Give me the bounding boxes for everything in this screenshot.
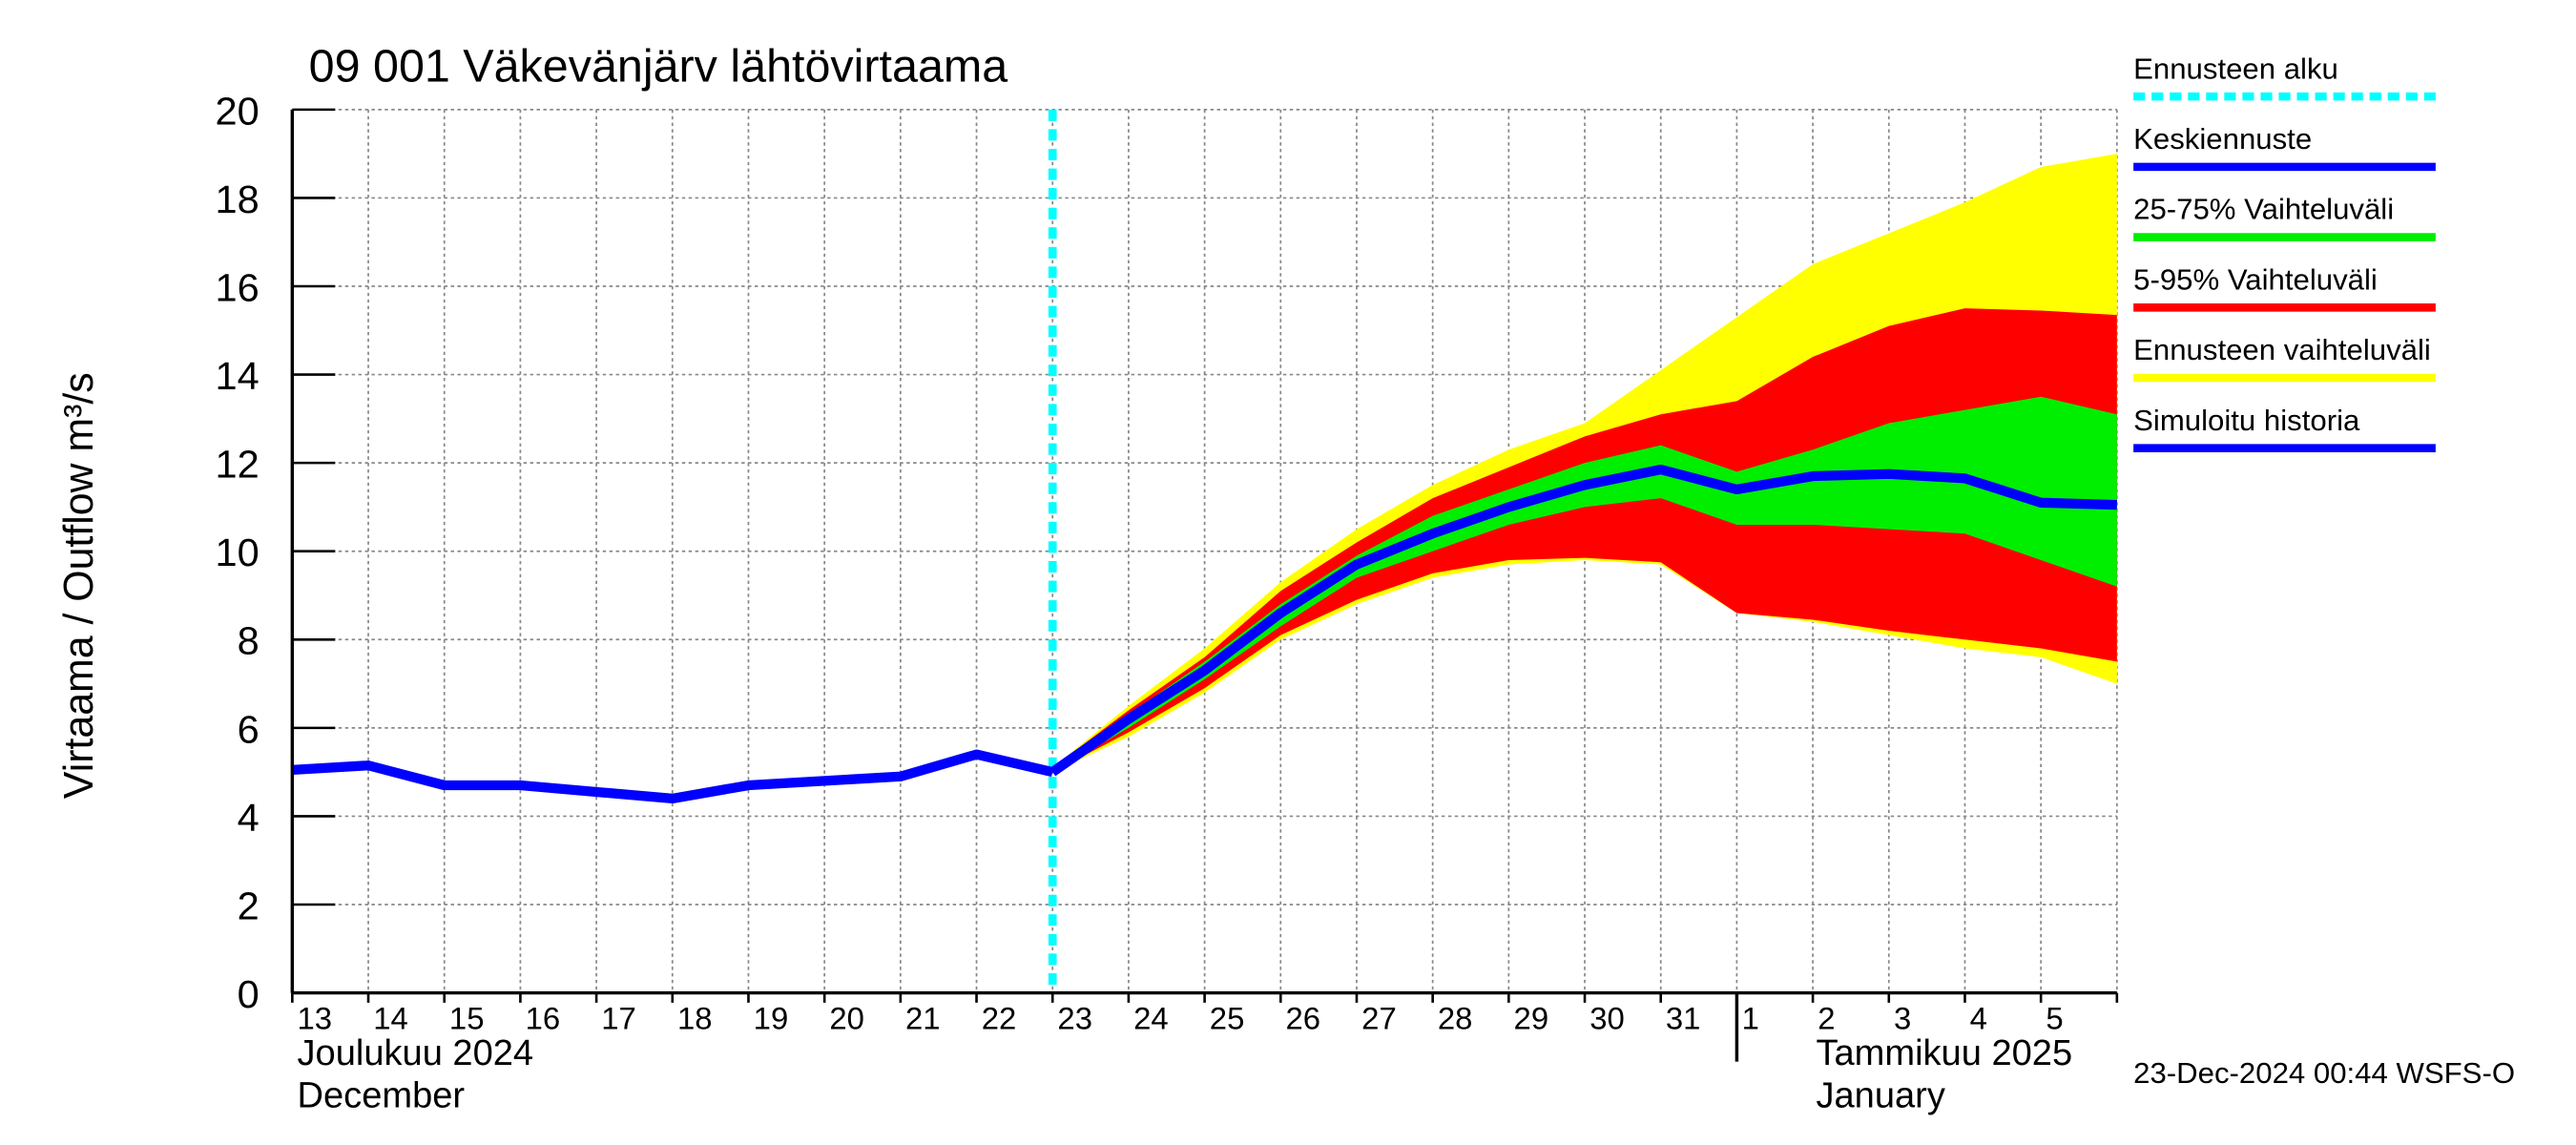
x-tick-label: 22 bbox=[982, 1000, 1017, 1035]
y-tick-label: 20 bbox=[216, 89, 260, 133]
x-tick-label: 5 bbox=[2046, 1000, 2063, 1035]
legend-label: Simuloitu historia bbox=[2133, 404, 2360, 437]
x-tick-label: 31 bbox=[1666, 1000, 1701, 1035]
x-tick-label: 27 bbox=[1361, 1000, 1397, 1035]
x-tick-label: 29 bbox=[1514, 1000, 1549, 1035]
legend-label: Ennusteen alku bbox=[2133, 52, 2338, 85]
x-tick-label: 1 bbox=[1742, 1000, 1759, 1035]
y-tick-label: 14 bbox=[216, 354, 260, 398]
x-tick-label: 28 bbox=[1438, 1000, 1473, 1035]
y-tick-label: 8 bbox=[238, 619, 260, 663]
line bbox=[1049, 464, 2117, 777]
x-tick-label: 4 bbox=[1970, 1000, 1987, 1035]
x-tick-label: 21 bbox=[905, 1000, 941, 1035]
month-label: December bbox=[298, 1076, 466, 1116]
y-tick-label: 10 bbox=[216, 531, 260, 574]
x-tick-label: 20 bbox=[829, 1000, 864, 1035]
legend-label: 5-95% Vaihteluväli bbox=[2133, 263, 2378, 297]
y-tick-label: 6 bbox=[238, 707, 260, 751]
legend-label: Keskiennuste bbox=[2133, 122, 2312, 156]
x-tick-label: 16 bbox=[526, 1000, 561, 1035]
x-tick-label: 18 bbox=[677, 1000, 713, 1035]
y-tick-label: 18 bbox=[216, 177, 260, 221]
month-label: Tammikuu 2025 bbox=[1816, 1033, 2072, 1073]
y-axis-label: Virtaama / Outflow m³/s bbox=[56, 372, 102, 799]
legend-label: 25-75% Vaihteluväli bbox=[2133, 193, 2394, 226]
chart-title: 09 001 Väkevänjärv lähtövirtaama bbox=[309, 41, 1008, 93]
x-tick-label: 2 bbox=[1818, 1000, 1835, 1035]
x-tick-label: 14 bbox=[373, 1000, 408, 1035]
month-label: January bbox=[1816, 1076, 1944, 1116]
x-tick-label: 17 bbox=[601, 1000, 636, 1035]
y-tick-label: 16 bbox=[216, 266, 260, 310]
x-tick-label: 15 bbox=[449, 1000, 485, 1035]
band bbox=[1052, 308, 2117, 773]
y-tick-label: 2 bbox=[238, 885, 260, 928]
band bbox=[1052, 396, 2117, 773]
footer: 23-Dec-2024 00:44 WSFS-O bbox=[2133, 1056, 2515, 1090]
y-tick-label: 4 bbox=[238, 796, 260, 840]
x-tick-label: 23 bbox=[1057, 1000, 1092, 1035]
y-tick-label: 0 bbox=[238, 972, 260, 1016]
x-tick-label: 26 bbox=[1285, 1000, 1320, 1035]
y-tick-label: 12 bbox=[216, 443, 260, 487]
x-tick-label: 19 bbox=[754, 1000, 789, 1035]
x-tick-label: 13 bbox=[298, 1000, 333, 1035]
x-tick-label: 25 bbox=[1210, 1000, 1245, 1035]
x-tick-label: 24 bbox=[1133, 1000, 1169, 1035]
line bbox=[292, 749, 1054, 804]
legend-label: Ennusteen vaihteluväli bbox=[2133, 333, 2431, 366]
x-tick-label: 30 bbox=[1589, 1000, 1625, 1035]
month-label: Joulukuu 2024 bbox=[298, 1033, 534, 1073]
x-tick-label: 3 bbox=[1894, 1000, 1911, 1035]
